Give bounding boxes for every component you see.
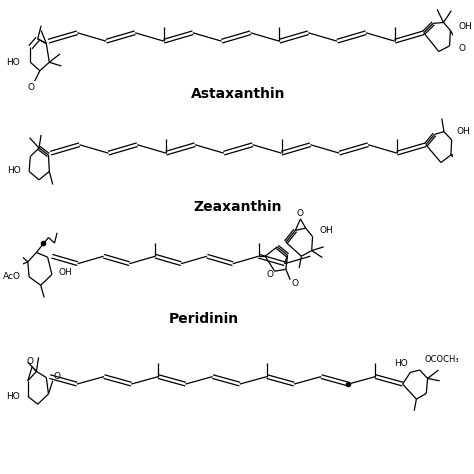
Text: O: O bbox=[27, 356, 34, 365]
Text: AcO: AcO bbox=[2, 273, 20, 281]
Text: HO: HO bbox=[394, 358, 408, 367]
Text: O: O bbox=[28, 82, 35, 91]
Text: O: O bbox=[267, 271, 274, 280]
Text: OH: OH bbox=[458, 22, 472, 31]
Text: Peridinin: Peridinin bbox=[168, 312, 238, 326]
Text: OH: OH bbox=[457, 127, 471, 136]
Text: HO: HO bbox=[6, 392, 20, 401]
Text: Astaxanthin: Astaxanthin bbox=[191, 87, 285, 101]
Text: OH: OH bbox=[58, 268, 72, 277]
Text: HO: HO bbox=[8, 166, 21, 175]
Text: O: O bbox=[458, 44, 465, 53]
Text: O: O bbox=[297, 209, 304, 218]
Text: O: O bbox=[54, 372, 61, 381]
Text: OCOCH₃: OCOCH₃ bbox=[424, 355, 459, 364]
Text: O: O bbox=[291, 279, 298, 288]
Text: HO: HO bbox=[6, 58, 19, 67]
Text: Zeaxanthin: Zeaxanthin bbox=[194, 200, 283, 214]
Text: OH: OH bbox=[319, 227, 333, 236]
